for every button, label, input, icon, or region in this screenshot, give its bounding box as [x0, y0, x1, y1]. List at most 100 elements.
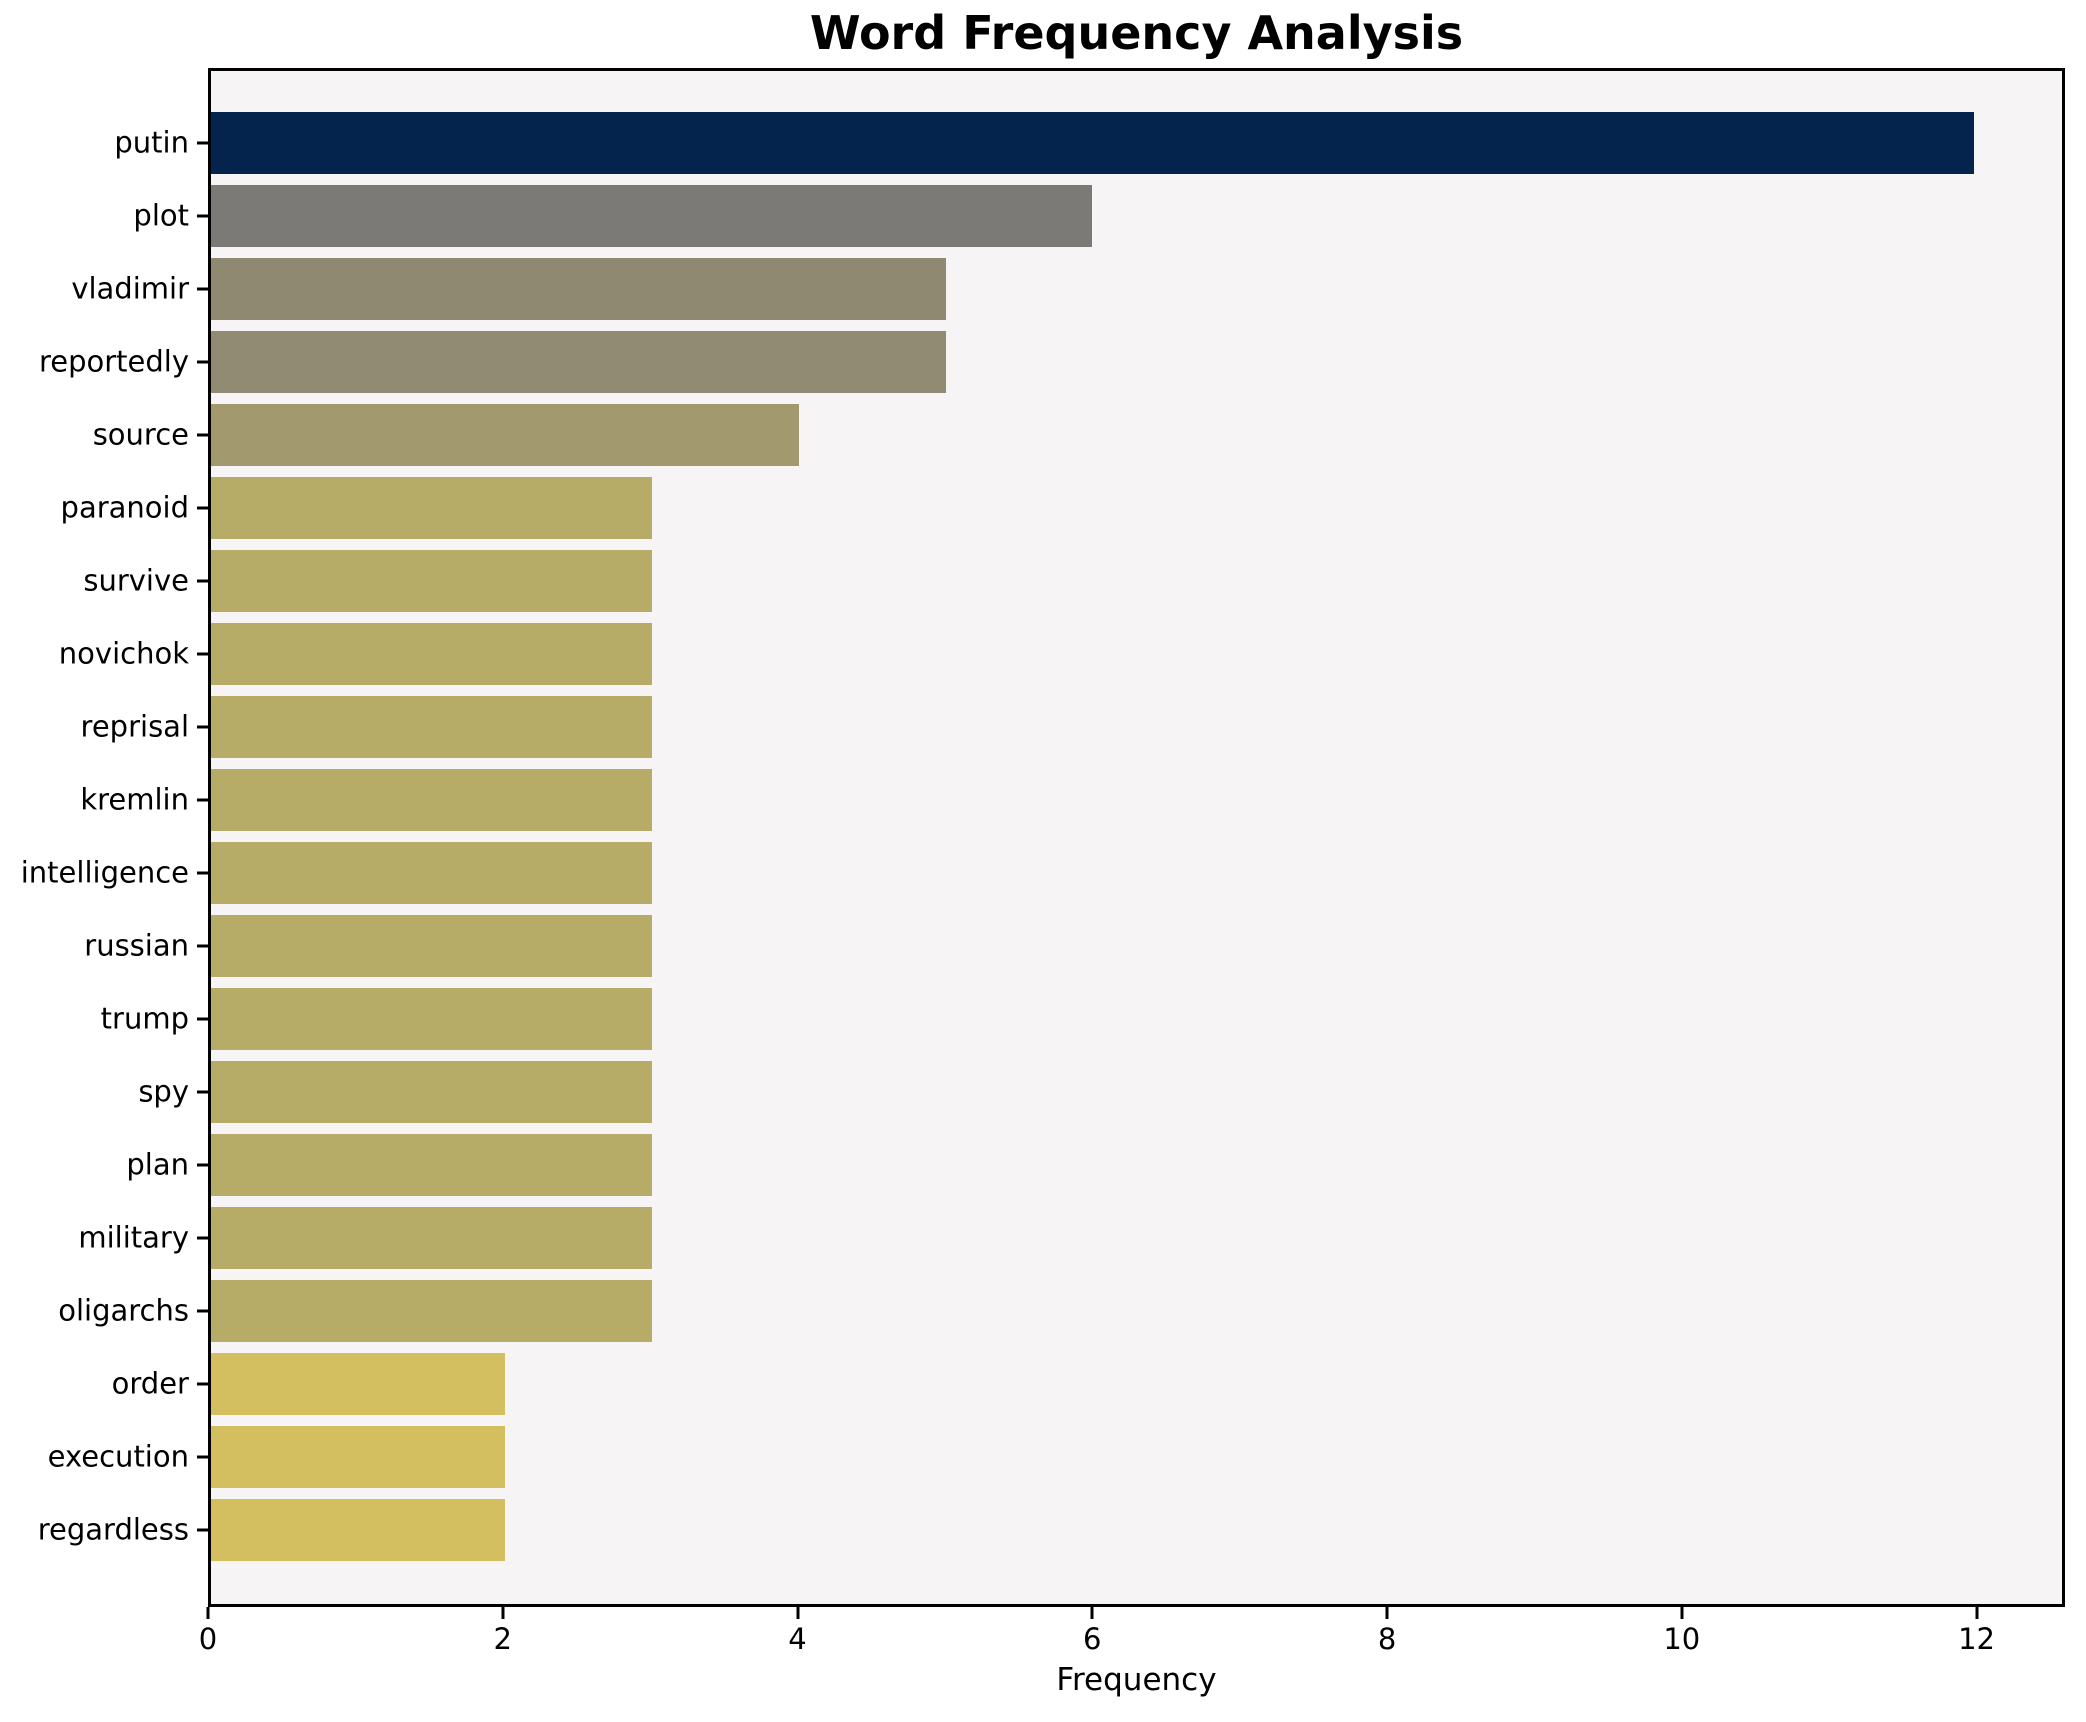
bar-rows: putin plot vladimir reportedly source paranoi…: [21, 71, 2062, 1604]
bar-row: military: [78, 1201, 2062, 1274]
bar: [211, 696, 652, 759]
y-tick-mark: [197, 1309, 208, 1313]
y-tick-mark: [197, 1455, 208, 1459]
x-tick-mark: [501, 1607, 505, 1619]
x-tick-label: 4: [788, 1622, 807, 1656]
bar-row: russian: [84, 909, 2062, 982]
plot-area: putin plot vladimir reportedly source paranoi…: [21, 68, 2065, 1607]
bar-row: putin: [114, 107, 2062, 180]
y-tick-label: kremlin: [80, 782, 189, 817]
bar-row: vladimir: [71, 253, 2062, 326]
y-tick-mark: [197, 944, 208, 948]
bar: [211, 331, 946, 394]
y-tick-label: novichok: [58, 636, 189, 671]
bar: [211, 914, 652, 977]
bar-row: reportedly: [39, 326, 2062, 399]
y-tick-mark: [197, 1163, 208, 1167]
y-tick-mark: [197, 287, 208, 291]
x-axis-label: Frequency: [1056, 1662, 1217, 1698]
y-tick-mark: [197, 433, 208, 437]
y-tick-mark: [197, 1236, 208, 1240]
bar: [211, 1060, 652, 1123]
bar: [211, 258, 946, 321]
bar: [211, 185, 1093, 248]
x-axis: 0 2 4 6 8 10 12: [199, 1607, 2065, 1667]
bar-row: plan: [126, 1128, 2062, 1201]
bar: [211, 550, 652, 613]
y-tick-mark: [197, 871, 208, 875]
y-tick-mark: [197, 652, 208, 656]
y-tick-mark: [197, 141, 208, 145]
x-tick-label: 0: [198, 1622, 218, 1656]
x-tick-label: 6: [1083, 1622, 1102, 1656]
y-tick-label: plan: [126, 1147, 189, 1182]
bar-row: paranoid: [61, 472, 2062, 545]
bar-row: regardless: [38, 1493, 2062, 1566]
bar: [211, 1425, 505, 1488]
bar: [211, 623, 652, 686]
x-tick-mark: [1975, 1607, 1979, 1619]
bar: [211, 477, 652, 540]
y-tick-label: putin: [114, 125, 189, 160]
bar: [211, 987, 652, 1050]
y-tick-label: reprisal: [80, 709, 189, 744]
bar-row: oligarchs: [58, 1274, 2062, 1347]
bar: [211, 1206, 652, 1269]
bar-row: intelligence: [21, 837, 2062, 910]
x-tick-mark: [1385, 1607, 1389, 1619]
y-tick-label: source: [92, 417, 189, 452]
bar: [211, 769, 652, 832]
y-tick-label: vladimir: [71, 271, 189, 306]
y-tick-mark: [197, 1017, 208, 1021]
y-tick-label: russian: [84, 928, 189, 963]
y-tick-label: regardless: [37, 1512, 189, 1547]
bar-row: kremlin: [80, 764, 2062, 837]
bar: [211, 842, 652, 904]
bar: [211, 1498, 505, 1561]
y-tick-label: order: [111, 1366, 189, 1401]
y-tick-mark: [197, 214, 208, 218]
y-tick-label: military: [78, 1220, 189, 1255]
y-tick-mark: [197, 506, 208, 510]
y-tick-mark: [197, 579, 208, 583]
y-tick-label: intelligence: [20, 855, 189, 890]
y-tick-label: execution: [47, 1439, 189, 1474]
y-tick-label: plot: [133, 198, 189, 233]
bar-row: spy: [138, 1055, 2062, 1128]
y-tick-label: spy: [138, 1074, 189, 1109]
bar-row: plot: [133, 180, 2062, 253]
x-tick-label: 2: [493, 1622, 512, 1656]
y-tick-label: reportedly: [38, 344, 189, 379]
bar: [211, 1133, 652, 1196]
bar: [211, 1352, 505, 1415]
bar-row: reprisal: [81, 691, 2062, 764]
x-tick-label: 12: [1958, 1622, 1996, 1656]
bar-row: source: [93, 399, 2062, 472]
y-tick-label: trump: [100, 1001, 189, 1036]
y-tick-mark: [197, 798, 208, 802]
x-tick-mark: [1090, 1607, 1094, 1619]
y-tick-mark: [197, 725, 208, 729]
bar: [211, 404, 799, 467]
chart-title: Word Frequency Analysis: [809, 6, 1464, 60]
x-tick-label: 10: [1663, 1622, 1701, 1656]
bar-row: novichok: [59, 618, 2062, 691]
x-tick-label: 8: [1377, 1622, 1397, 1656]
bar-row: trump: [101, 982, 2062, 1055]
bar-row: order: [112, 1347, 2062, 1420]
y-tick-label: paranoid: [60, 490, 189, 525]
bar-row: survive: [83, 545, 2062, 618]
y-tick-mark: [197, 360, 208, 364]
y-tick-mark: [197, 1382, 208, 1386]
x-tick-mark: [206, 1607, 210, 1619]
y-tick-mark: [197, 1090, 208, 1094]
x-tick-mark: [796, 1607, 800, 1619]
y-tick-label: survive: [83, 563, 189, 598]
bar: [211, 1279, 652, 1342]
y-tick-mark: [197, 1528, 208, 1532]
bar: [211, 112, 1974, 175]
bar-row: execution: [48, 1420, 2062, 1493]
x-tick-mark: [1680, 1607, 1684, 1619]
y-tick-label: oligarchs: [58, 1293, 189, 1328]
